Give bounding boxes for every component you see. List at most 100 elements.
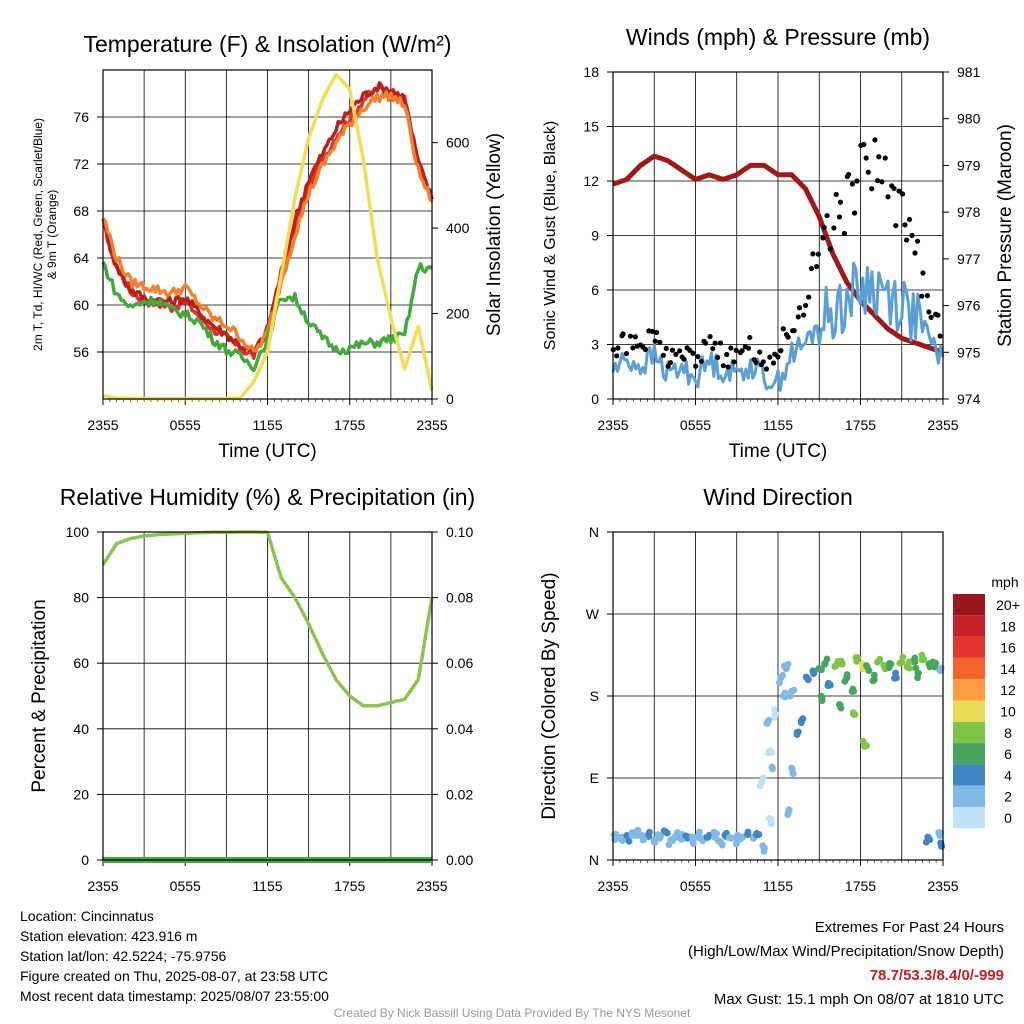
gust-point <box>914 238 921 244</box>
y-axis-label: Percent & Precipitation <box>29 599 50 792</box>
direction-point <box>837 704 845 712</box>
x-axis-label: Time (UTC) <box>729 441 828 462</box>
direction-point <box>843 671 851 678</box>
y2-tick-label: 975 <box>957 344 981 360</box>
gust-point <box>935 312 941 318</box>
direction-point <box>625 837 633 845</box>
y2-tick-label: 0.02 <box>446 786 473 802</box>
gust-point <box>919 293 925 299</box>
gust-point <box>733 347 739 353</box>
y-tick-label: 56 <box>73 344 89 360</box>
gust-point <box>845 171 852 178</box>
gust-point <box>770 360 777 366</box>
gust-point <box>815 251 821 257</box>
y2-tick-label: 600 <box>446 135 470 151</box>
gust-point <box>785 334 791 340</box>
direction-point <box>733 840 740 848</box>
legend-swatch <box>953 636 985 658</box>
gust-point <box>623 350 630 357</box>
gust-point <box>831 225 837 231</box>
legend-swatch <box>953 700 985 722</box>
direction-point <box>784 809 792 817</box>
direction-point <box>912 664 920 672</box>
gust-point <box>896 188 902 194</box>
y2-tick-label: 981 <box>957 64 981 80</box>
station-info: Location: Cincinnatus Station elevation:… <box>20 906 329 1006</box>
y-tick-label: 12 <box>583 173 599 189</box>
gust-point <box>806 294 812 300</box>
direction-point <box>892 669 899 677</box>
y-tick-label: 64 <box>73 250 89 266</box>
chart-title: Winds (mph) & Pressure (mb) <box>626 24 930 50</box>
legend-title: mph <box>991 574 1018 590</box>
x-tick-label: 1755 <box>334 417 365 433</box>
y-tick-label: W <box>586 606 600 622</box>
direction-point <box>756 782 764 790</box>
gust-point <box>796 305 803 311</box>
series-line-2 <box>611 261 945 392</box>
y-tick-label: 60 <box>73 655 89 671</box>
gust-point <box>702 340 709 346</box>
legend-label: 12 <box>1000 682 1016 698</box>
gust-point <box>695 354 701 360</box>
direction-point <box>891 674 898 682</box>
x-tick-label: 2355 <box>87 417 118 433</box>
direction-point <box>768 764 776 772</box>
x-axis-label: Time (UTC) <box>218 441 317 462</box>
legend-label: 14 <box>1000 661 1016 677</box>
y2-tick-label: 977 <box>957 251 981 267</box>
y2-tick-label: 0.08 <box>446 590 473 606</box>
x-tick-label: 1755 <box>334 878 365 894</box>
gust-point <box>879 179 885 185</box>
y-axis-label: 2m T, Td, HI/WC (Red, Green, Scarlet/Blu… <box>31 118 45 351</box>
gust-point <box>814 263 820 270</box>
y2-tick-label: 979 <box>957 157 981 173</box>
elevation-text: Station elevation: 423.916 m <box>20 928 198 944</box>
gust-point <box>630 345 636 351</box>
direction-point <box>859 737 867 745</box>
recent-data-text: Most recent data timestamp: 2025/08/07 2… <box>20 988 329 1004</box>
x-tick-label: 0555 <box>680 417 711 433</box>
gust-point <box>615 345 621 351</box>
y-tick-label: N <box>589 524 599 540</box>
gust-point <box>642 346 648 353</box>
y-tick-label: 6 <box>591 282 599 298</box>
legend-label: 8 <box>1004 725 1012 741</box>
y-tick-label: 40 <box>73 721 89 737</box>
direction-point <box>713 830 721 838</box>
legend-label: 4 <box>1004 767 1012 783</box>
gust-point <box>865 169 871 175</box>
chart-panel-2: 0 3 6 9 12 15 18 974 975 976 977 978 979 980 981 2355 05… <box>542 24 1016 462</box>
direction-point <box>918 651 926 659</box>
direction-point <box>771 713 778 721</box>
gust-point <box>720 363 726 369</box>
gust-point <box>627 333 634 339</box>
legend-swatch <box>953 785 985 807</box>
gust-point <box>837 199 844 205</box>
legend-label: 16 <box>1000 640 1016 656</box>
gust-point <box>753 359 759 366</box>
chart-panel-1: 56 60 64 68 72 76 0 200 400 600 2355 0555 1155 1755 23… <box>31 31 505 462</box>
gust-point <box>614 353 620 359</box>
y2-axis-label: Solar Insolation (Yellow) <box>484 133 505 336</box>
chart-panel-3: 0 20 40 60 80 100 0.00 0.02 0.04 0.06 0.08 0.10 2355… <box>29 484 475 894</box>
direction-point <box>671 832 679 840</box>
plot-frame <box>102 531 433 861</box>
gust-point <box>926 309 932 315</box>
gust-point <box>920 270 926 276</box>
y-tick-label: 3 <box>591 337 599 353</box>
legend-swatch <box>953 807 985 829</box>
x-tick-label: 2355 <box>87 878 118 894</box>
legend-swatch <box>953 764 985 786</box>
x-tick-label: 1755 <box>845 878 876 894</box>
direction-point <box>768 748 776 756</box>
direction-point <box>874 658 881 666</box>
direction-point <box>770 706 778 713</box>
y-tick-label: 0 <box>81 852 89 868</box>
y2-tick-label: 0 <box>446 391 454 407</box>
direction-point <box>788 766 796 773</box>
direction-point <box>911 658 919 665</box>
direction-point <box>715 837 723 845</box>
gust-point <box>747 334 753 341</box>
gust-point <box>712 340 718 346</box>
